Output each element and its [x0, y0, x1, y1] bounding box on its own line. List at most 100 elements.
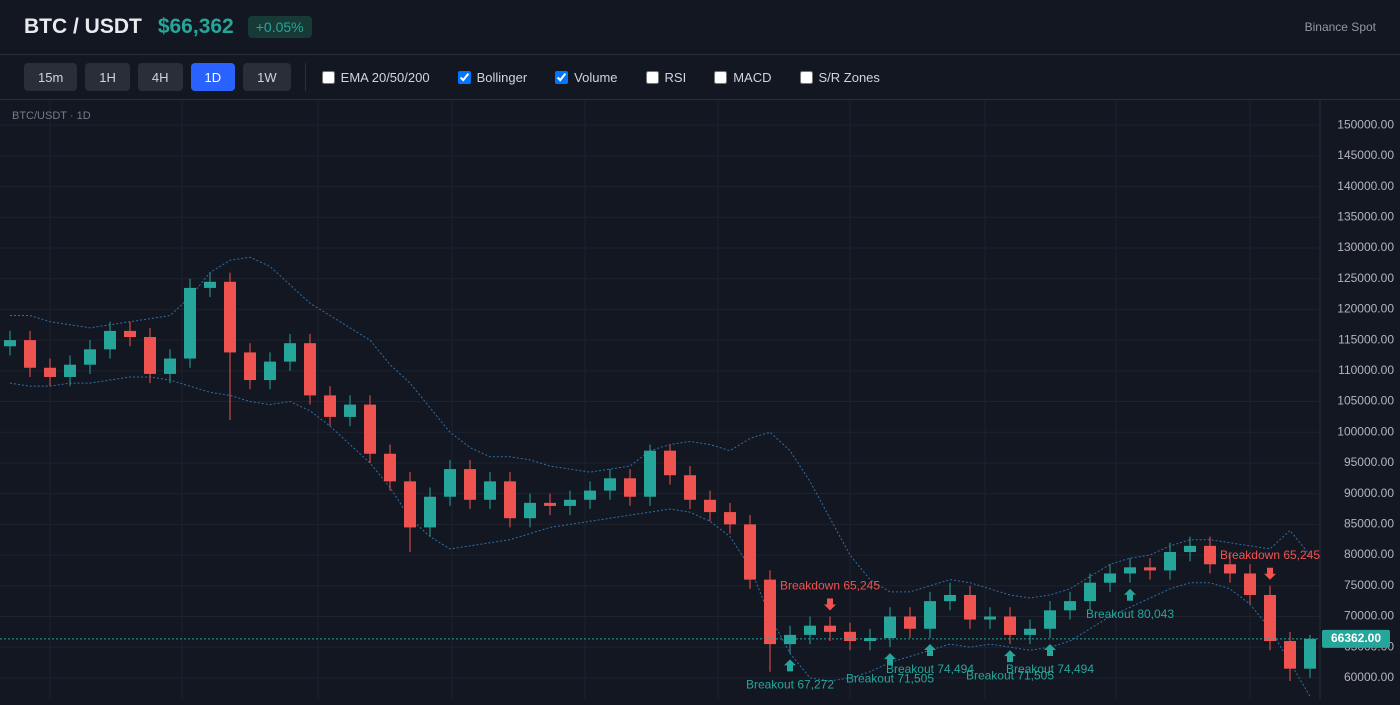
candle-body	[244, 352, 256, 381]
candle-body	[844, 631, 856, 642]
candle-body	[564, 499, 576, 506]
indicator-toggle[interactable]: RSI	[645, 69, 687, 85]
indicator-label: RSI	[664, 69, 687, 85]
candle-body	[764, 579, 776, 645]
candle-body	[584, 490, 596, 500]
candle-body	[144, 337, 156, 374]
candle-body	[124, 330, 136, 338]
toolbar: 15m 1H 4H 1D 1W EMA 20/50/200 Bollinger Volume R…	[0, 55, 1400, 100]
candle-body	[424, 496, 436, 528]
indicator-toggle[interactable]: MACD	[714, 69, 772, 85]
candle-body	[164, 358, 176, 374]
signal-label: Breakdown 65,245	[1220, 548, 1320, 562]
y-tick-label: 70000.00	[1344, 609, 1394, 623]
candle-body	[284, 343, 296, 362]
signal-arrow	[924, 643, 936, 656]
timeframe-button[interactable]: 15m	[24, 63, 78, 91]
signal-label: Breakout 71,505	[966, 668, 1054, 682]
indicator-toggle[interactable]: S/R Zones	[799, 70, 880, 85]
signal-arrow	[1044, 643, 1056, 656]
timeframe-button[interactable]: 4H	[137, 63, 183, 91]
candle-body	[724, 512, 736, 525]
signal-arrow	[784, 659, 796, 672]
candle-body	[1084, 582, 1096, 602]
checkbox[interactable]	[321, 70, 335, 84]
candle-body	[804, 625, 816, 635]
candle-body	[964, 594, 976, 620]
y-tick-label: 145000.00	[1337, 148, 1394, 162]
y-tick-label: 60000.00	[1344, 670, 1394, 684]
candle-body	[684, 475, 696, 500]
signal-arrow	[884, 653, 896, 666]
candle-body	[1284, 641, 1296, 669]
candle-body	[44, 367, 56, 377]
y-tick-label: 100000.00	[1337, 424, 1394, 438]
candle-body	[544, 502, 556, 506]
symbol: BTC / USDT	[24, 15, 142, 38]
timeframe-button[interactable]: 1H	[85, 63, 130, 91]
candle-body	[784, 634, 796, 645]
candle-body	[604, 478, 616, 491]
y-tick-label: 130000.00	[1337, 240, 1394, 254]
candle-body	[624, 478, 636, 497]
timeframe-button[interactable]: 1D	[190, 63, 236, 91]
price: $66,362	[157, 15, 234, 38]
separator	[304, 63, 306, 91]
candle-body	[744, 524, 756, 580]
y-tick-label: 75000.00	[1344, 578, 1394, 592]
y-tick-label: 140000.00	[1337, 179, 1394, 193]
signal-label: Breakout 67,272	[746, 677, 834, 691]
candle-body	[884, 616, 896, 638]
checkbox[interactable]	[714, 70, 728, 84]
header: BTC / USDT $66,362 +0.05% Binance Spot	[0, 0, 1400, 55]
checkbox[interactable]	[645, 70, 659, 84]
candle-body	[1244, 573, 1256, 595]
last-price-label: 66362.00	[1331, 631, 1381, 645]
exchange: Binance Spot	[1304, 20, 1376, 34]
candle-body	[984, 616, 996, 620]
candle-body	[1164, 551, 1176, 571]
bollinger-upper	[10, 256, 1311, 599]
checkbox[interactable]	[457, 70, 471, 84]
y-tick-label: 120000.00	[1337, 302, 1394, 316]
signal-arrow	[1124, 588, 1136, 601]
candle-body	[464, 469, 476, 500]
indicator-toggle[interactable]: Volume	[555, 70, 618, 85]
candle-body	[304, 343, 316, 396]
y-tick-label: 115000.00	[1338, 332, 1394, 346]
timeframe-button[interactable]: 1W	[243, 63, 291, 91]
indicator-toggle[interactable]: EMA 20/50/200	[321, 69, 430, 85]
candle-body	[404, 481, 416, 528]
y-tick-label: 80000.00	[1344, 547, 1394, 561]
signal-label: Breakdown 65,245	[780, 579, 880, 593]
signal-label: Breakout 74,494	[886, 662, 974, 676]
indicator-label: EMA 20/50/200	[340, 69, 430, 85]
y-tick-label: 85000.00	[1344, 517, 1394, 531]
candle-body	[384, 453, 396, 482]
candle-body	[204, 281, 216, 288]
candle-body	[1184, 545, 1196, 552]
candle-body	[224, 281, 236, 353]
checkbox[interactable]	[799, 70, 813, 84]
candle-body	[1104, 573, 1116, 583]
chart-bg	[0, 100, 1400, 700]
candle-body	[1064, 601, 1076, 611]
y-tick-label: 95000.00	[1344, 455, 1394, 469]
candle-body	[4, 340, 16, 347]
candle-body	[864, 637, 876, 642]
candle-body	[1124, 567, 1136, 574]
last-price-tag	[1322, 629, 1390, 648]
indicator-label: Bollinger	[476, 69, 528, 85]
y-tick-label: 105000.00	[1337, 394, 1394, 408]
candle-body	[324, 395, 336, 417]
candle-body	[264, 361, 276, 381]
indicator-label: MACD	[733, 69, 772, 85]
indicator-toggle[interactable]: Bollinger	[457, 69, 528, 85]
y-tick-label: 110000.00	[1338, 363, 1394, 377]
checkbox[interactable]	[555, 70, 569, 84]
candle-body	[64, 364, 76, 377]
signal-arrow	[1004, 650, 1016, 663]
candle-body	[1144, 567, 1156, 571]
candle-body	[444, 469, 456, 497]
candle-body	[184, 287, 196, 359]
